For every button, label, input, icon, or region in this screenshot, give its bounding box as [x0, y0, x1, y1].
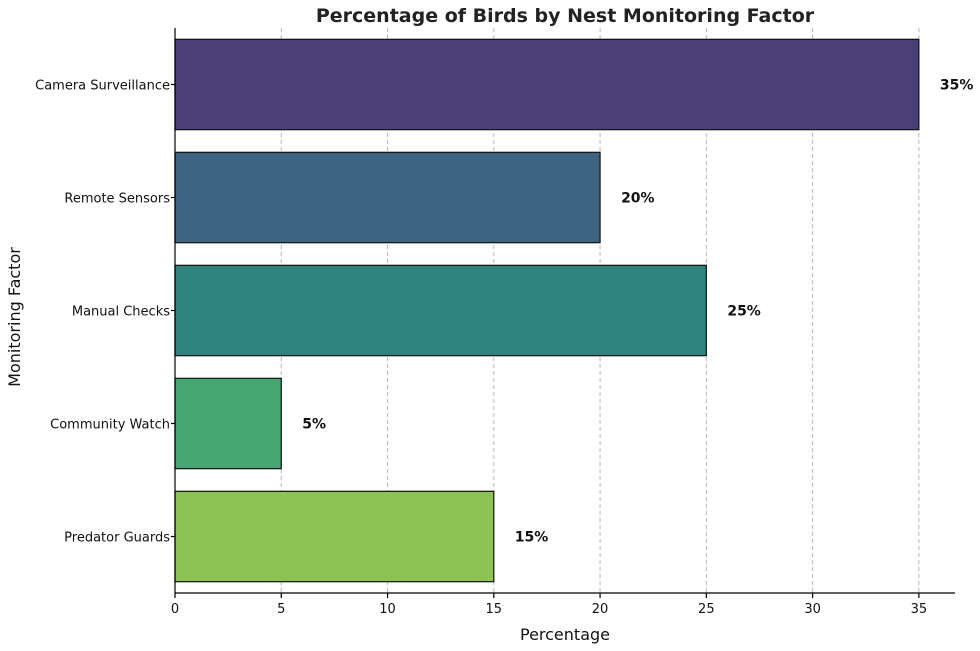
x-tick-label: 0 [171, 602, 179, 617]
bar-camera-surveillance [174, 38, 920, 131]
y-tick-label: Remote Sensors [64, 192, 170, 207]
data-labels: 35% 20% 25% 5% 15% [302, 78, 973, 546]
x-tick-label: 25 [698, 602, 715, 617]
bar-remote-sensors [174, 151, 601, 244]
bar-predator-guards [174, 490, 495, 583]
y-tick-label: Predator Guards [64, 531, 170, 546]
data-label: 15% [515, 530, 549, 546]
axes: Camera Surveillance Remote Sensors Manual … [35, 28, 955, 617]
x-tick-label: 30 [804, 602, 821, 617]
chart-title: Percentage of Birds by Nest Monitoring F… [316, 5, 815, 27]
bar-manual-checks [174, 264, 707, 357]
x-tick-label: 35 [911, 602, 928, 617]
y-axis-label: Monitoring Factor [5, 247, 24, 387]
data-label: 25% [727, 304, 761, 320]
data-label: 5% [302, 417, 326, 433]
data-label: 20% [621, 191, 655, 207]
y-tick-label: Camera Surveillance [35, 79, 170, 94]
bar-community-watch [174, 377, 282, 470]
x-tick-label: 5 [277, 602, 285, 617]
data-label: 35% [940, 78, 974, 94]
y-tick-label: Manual Checks [72, 305, 170, 320]
x-tick-label: 15 [486, 602, 503, 617]
y-tick-label: Community Watch [50, 418, 170, 433]
bars [174, 38, 920, 583]
x-tick-label: 20 [592, 602, 609, 617]
x-axis-label: Percentage [520, 625, 610, 644]
x-tick-label: 10 [379, 602, 396, 617]
